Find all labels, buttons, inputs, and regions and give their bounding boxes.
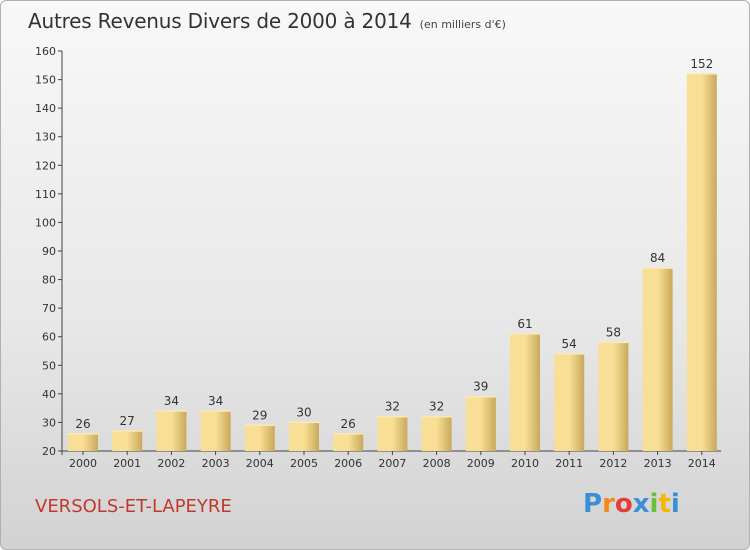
logo-letter: P: [583, 489, 603, 519]
logo-letter: i: [670, 489, 680, 519]
commune-name: VERSOLS-ET-LAPEYRE: [35, 496, 232, 517]
bar-2000: [68, 433, 98, 451]
x-tick-label-2009: 2009: [467, 457, 495, 470]
data-label-2011: 54: [562, 337, 577, 351]
y-tick-label: 130: [35, 131, 56, 144]
data-label-2013: 84: [650, 251, 665, 265]
logo-letter: t: [658, 489, 671, 519]
y-tick-label: 140: [35, 102, 56, 115]
bar-2003: [200, 411, 231, 451]
chart-unit-text: (en milliers d'€): [419, 18, 506, 31]
y-tick-label: 160: [35, 45, 56, 58]
data-label-2000: 26: [75, 417, 90, 431]
bar-2011: [554, 353, 585, 451]
x-tick-label-2014: 2014: [688, 457, 716, 470]
y-tick-label: 30: [42, 416, 56, 429]
y-tick-label: 70: [42, 302, 56, 315]
chart-title: Autres Revenus Divers de 2000 à 2014 (en …: [28, 9, 506, 33]
x-tick-label-2001: 2001: [113, 457, 141, 470]
data-label-2002: 34: [164, 394, 179, 408]
x-tick-label-2008: 2008: [423, 457, 451, 470]
x-tick-label-2012: 2012: [599, 457, 627, 470]
data-label-2007: 32: [385, 400, 400, 414]
y-tick-label: 40: [42, 388, 56, 401]
bar-2014: [686, 73, 717, 451]
x-tick-label-2000: 2000: [69, 457, 97, 470]
data-label-2012: 58: [606, 325, 621, 339]
data-label-2010: 61: [517, 317, 532, 331]
bar-2002: [156, 411, 187, 451]
bar-2012: [598, 342, 629, 451]
x-tick-label-2006: 2006: [334, 457, 362, 470]
x-tick-label-2010: 2010: [511, 457, 539, 470]
data-label-2004: 29: [252, 408, 267, 422]
y-tick-label: 150: [35, 74, 56, 87]
bar-2004: [244, 425, 275, 451]
logo-letter: o: [614, 489, 633, 519]
bar-2001: [112, 431, 143, 451]
x-tick-label-2005: 2005: [290, 457, 318, 470]
bar-2006: [333, 433, 364, 451]
y-tick-label: 100: [35, 216, 56, 229]
y-tick-label: 90: [42, 245, 56, 258]
proxiti-logo[interactable]: Proxiti: [583, 489, 680, 519]
data-label-2003: 34: [208, 394, 223, 408]
data-label-2001: 27: [120, 414, 135, 428]
x-tick-label-2007: 2007: [378, 457, 406, 470]
axes: 20 30 40 50 60 70 80 90 100 110 120 130 140 150 160 200…: [35, 45, 721, 470]
y-tick-label: 110: [35, 188, 56, 201]
y-tick-label: 80: [42, 274, 56, 287]
y-tick-label: 20: [42, 445, 56, 458]
bar-2013: [642, 268, 673, 451]
bar-2009: [465, 396, 496, 451]
x-tick-label-2004: 2004: [246, 457, 274, 470]
bar-2007: [377, 416, 408, 451]
x-tick-label-2011: 2011: [555, 457, 583, 470]
data-label-2014: 152: [690, 57, 713, 71]
logo-letter: r: [602, 489, 615, 519]
chart-title-text: Autres Revenus Divers de 2000 à 2014: [28, 9, 412, 33]
y-tick-label: 120: [35, 159, 56, 172]
bars: [68, 73, 717, 451]
data-label-2005: 30: [296, 405, 311, 419]
data-label-2006: 26: [341, 417, 356, 431]
logo-letter: i: [649, 489, 659, 519]
y-tick-label: 60: [42, 331, 56, 344]
bar-2008: [421, 416, 452, 451]
data-label-2009: 39: [473, 380, 488, 394]
x-tick-label-2013: 2013: [644, 457, 672, 470]
y-tick-label: 50: [42, 359, 56, 372]
logo-letter: x: [632, 489, 650, 519]
data-labels: 26 27 34 34 29 30 26 32 32 39 61 54 58 84 152: [75, 57, 713, 431]
bar-2005: [289, 422, 319, 451]
x-tick-label-2002: 2002: [157, 457, 185, 470]
data-label-2008: 32: [429, 400, 444, 414]
bar-2010: [510, 333, 540, 451]
x-tick-label-2003: 2003: [202, 457, 230, 470]
